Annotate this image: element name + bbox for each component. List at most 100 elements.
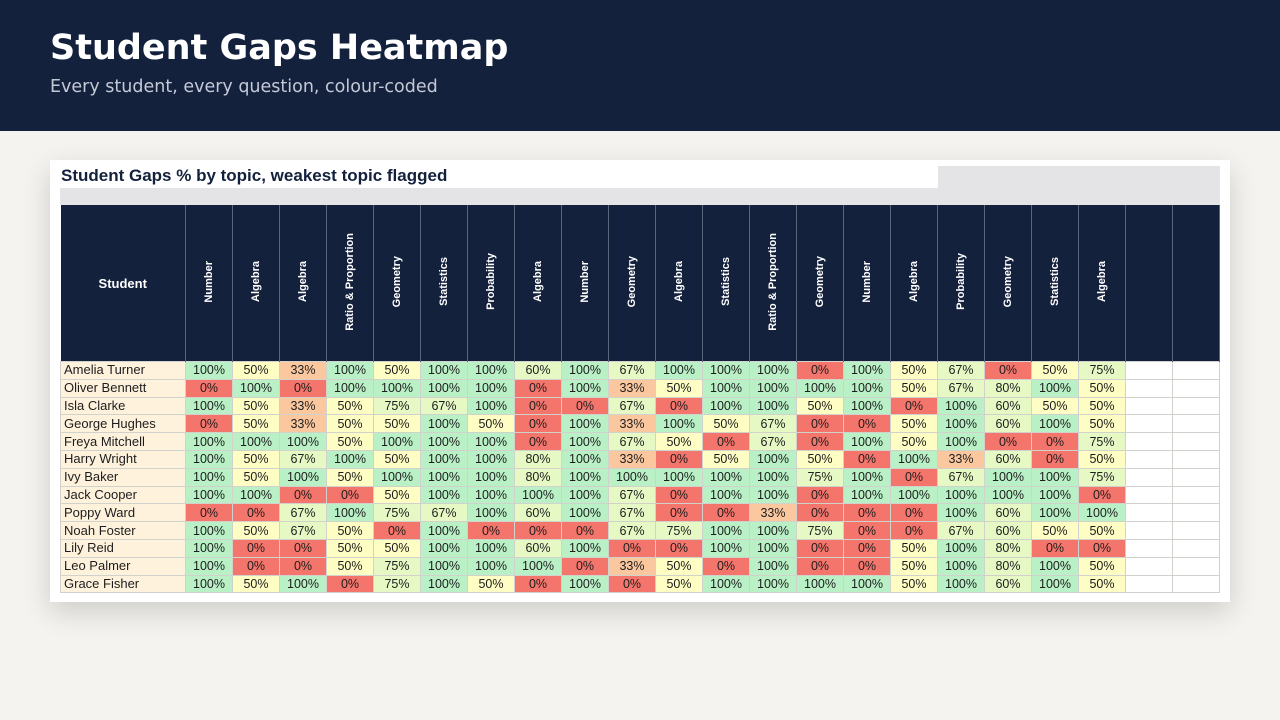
score-cell[interactable]: 100% [373,378,421,398]
score-cell[interactable]: 0% [1031,538,1079,558]
score-cell[interactable]: 50% [373,449,421,469]
score-cell[interactable]: 100% [749,485,797,505]
score-cell[interactable]: 100% [232,485,280,505]
score-cell[interactable]: 67% [608,521,656,540]
score-cell[interactable]: 50% [326,467,374,487]
score-cell[interactable]: 60% [984,449,1032,469]
score-cell[interactable]: 100% [655,467,703,487]
score-cell[interactable]: 0% [467,521,515,540]
score-cell[interactable]: 50% [890,538,938,558]
empty-cell[interactable] [1125,361,1173,380]
score-cell[interactable]: 100% [420,432,468,451]
score-cell[interactable]: 50% [232,414,280,434]
score-cell[interactable]: 67% [749,414,797,434]
score-cell[interactable]: 100% [467,503,515,523]
score-cell[interactable]: 80% [984,538,1032,558]
score-cell[interactable]: 0% [796,361,844,380]
score-cell[interactable]: 0% [561,556,609,576]
score-cell[interactable]: 60% [984,396,1032,416]
score-cell[interactable]: 100% [984,467,1032,487]
score-cell[interactable]: 75% [1078,432,1126,451]
score-cell[interactable]: 100% [1031,556,1079,576]
score-cell[interactable]: 0% [279,378,327,398]
score-cell[interactable]: 100% [420,556,468,576]
empty-cell[interactable] [1125,378,1173,398]
score-cell[interactable]: 50% [1078,396,1126,416]
score-cell[interactable]: 75% [1078,361,1126,380]
score-cell[interactable]: 50% [702,449,750,469]
score-cell[interactable]: 50% [796,396,844,416]
score-cell[interactable]: 67% [608,485,656,505]
score-cell[interactable]: 100% [420,467,468,487]
score-cell[interactable]: 100% [185,556,233,576]
score-cell[interactable]: 80% [984,556,1032,576]
empty-cell[interactable] [1172,449,1220,469]
score-cell[interactable]: 67% [937,378,985,398]
score-cell[interactable]: 100% [561,538,609,558]
score-cell[interactable]: 0% [326,485,374,505]
score-cell[interactable]: 0% [843,503,891,523]
score-cell[interactable]: 100% [514,556,562,576]
score-cell[interactable]: 0% [514,574,562,594]
score-cell[interactable]: 100% [420,485,468,505]
score-cell[interactable]: 100% [561,361,609,380]
score-cell[interactable]: 100% [702,485,750,505]
student-name-cell[interactable]: Freya Mitchell [60,432,186,451]
score-cell[interactable]: 50% [702,414,750,434]
score-cell[interactable]: 100% [1031,485,1079,505]
score-cell[interactable]: 100% [702,538,750,558]
student-name-cell[interactable]: Isla Clarke [60,396,186,416]
score-cell[interactable]: 100% [185,538,233,558]
score-cell[interactable]: 100% [843,467,891,487]
score-cell[interactable]: 0% [843,449,891,469]
score-cell[interactable]: 100% [937,414,985,434]
score-cell[interactable]: 100% [749,378,797,398]
score-cell[interactable]: 0% [796,414,844,434]
score-cell[interactable]: 100% [420,378,468,398]
score-cell[interactable]: 100% [843,574,891,594]
empty-cell[interactable] [1125,467,1173,487]
empty-cell[interactable] [1172,361,1220,380]
score-cell[interactable]: 0% [514,432,562,451]
score-cell[interactable]: 100% [702,378,750,398]
score-cell[interactable]: 0% [984,432,1032,451]
score-cell[interactable]: 67% [279,449,327,469]
score-cell[interactable]: 33% [749,503,797,523]
score-cell[interactable]: 0% [561,521,609,540]
student-name-cell[interactable]: Oliver Bennett [60,378,186,398]
student-name-cell[interactable]: Leo Palmer [60,556,186,576]
score-cell[interactable]: 50% [890,432,938,451]
score-cell[interactable]: 100% [937,432,985,451]
score-cell[interactable]: 100% [702,574,750,594]
score-cell[interactable]: 0% [655,396,703,416]
score-cell[interactable]: 0% [796,485,844,505]
score-cell[interactable]: 100% [467,485,515,505]
score-cell[interactable]: 100% [937,556,985,576]
score-cell[interactable]: 60% [984,574,1032,594]
score-cell[interactable]: 100% [1031,574,1079,594]
score-cell[interactable]: 100% [185,432,233,451]
empty-cell[interactable] [1125,432,1173,451]
score-cell[interactable]: 100% [467,396,515,416]
score-cell[interactable]: 100% [1031,414,1079,434]
score-cell[interactable]: 100% [279,432,327,451]
score-cell[interactable]: 50% [890,414,938,434]
score-cell[interactable]: 50% [890,574,938,594]
score-cell[interactable]: 67% [608,396,656,416]
score-cell[interactable]: 100% [185,485,233,505]
score-cell[interactable]: 100% [796,574,844,594]
score-cell[interactable]: 50% [1078,521,1126,540]
score-cell[interactable]: 33% [608,556,656,576]
score-cell[interactable]: 0% [514,378,562,398]
score-cell[interactable]: 100% [467,378,515,398]
student-name-cell[interactable]: Amelia Turner [60,361,186,380]
empty-cell[interactable] [1125,521,1173,540]
score-cell[interactable]: 33% [279,414,327,434]
score-cell[interactable]: 0% [608,538,656,558]
score-cell[interactable]: 100% [561,432,609,451]
score-cell[interactable]: 100% [608,467,656,487]
score-cell[interactable]: 100% [749,538,797,558]
score-cell[interactable]: 50% [796,449,844,469]
score-cell[interactable]: 0% [796,503,844,523]
score-cell[interactable]: 100% [749,467,797,487]
